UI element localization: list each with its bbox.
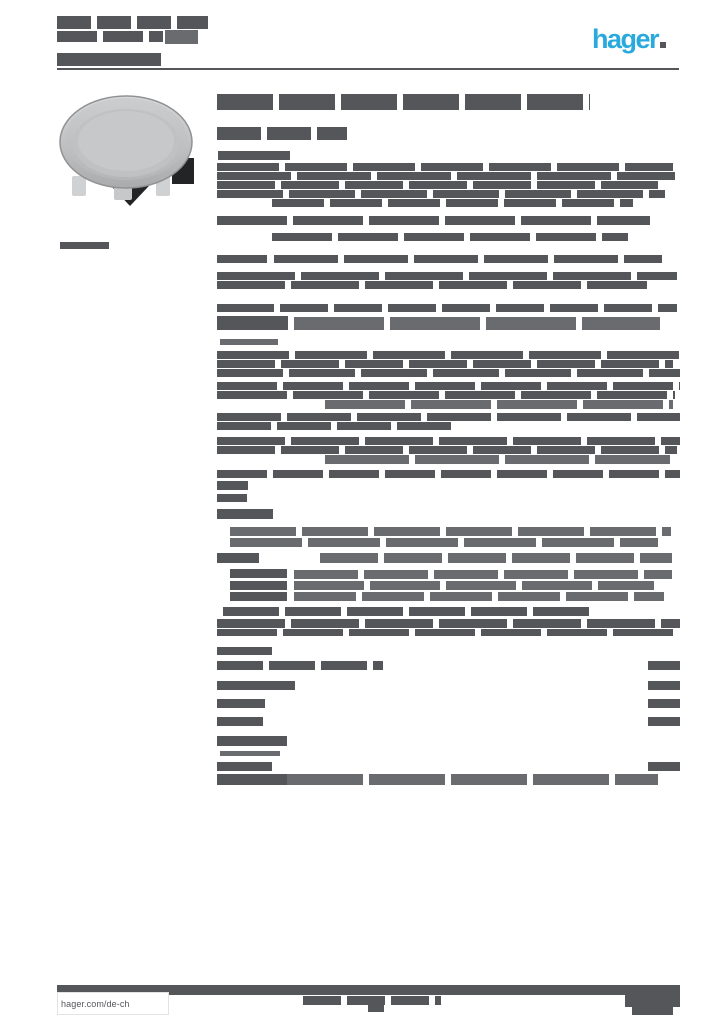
redacted-text-line xyxy=(217,774,287,785)
redacted-text-line xyxy=(217,190,665,198)
plate-dish-center xyxy=(78,111,174,171)
redacted-text-line xyxy=(280,304,677,312)
redacted-text-line xyxy=(217,369,680,377)
redacted-text-line xyxy=(57,16,208,29)
redacted-text-line xyxy=(217,629,677,636)
redacted-text-line xyxy=(217,316,288,330)
redacted-text-line xyxy=(217,413,680,421)
redacted-text-line xyxy=(632,1007,673,1015)
redacted-text-line xyxy=(294,592,664,601)
redacted-text-line xyxy=(217,736,287,746)
redacted-text-line xyxy=(217,647,272,655)
redacted-text-line xyxy=(217,509,273,519)
redacted-text-line xyxy=(648,717,680,726)
redacted-text-line xyxy=(165,30,198,44)
redacted-text-line xyxy=(218,151,290,160)
redacted-text-line xyxy=(217,391,675,399)
redacted-text-line xyxy=(217,281,647,289)
redacted-text-line xyxy=(320,553,672,563)
redacted-text-line xyxy=(220,339,278,345)
redacted-text-line xyxy=(217,470,680,478)
redacted-text-line xyxy=(217,717,263,726)
redacted-text-line xyxy=(294,570,672,579)
redacted-text-line xyxy=(648,661,680,670)
redacted-text-line xyxy=(217,272,677,280)
hager-logo-text: hager xyxy=(592,24,660,54)
redacted-text-line xyxy=(648,681,680,690)
redacted-text-line xyxy=(217,304,274,312)
redacted-text-line xyxy=(57,31,163,42)
redacted-text-line xyxy=(217,94,590,110)
redacted-text-line xyxy=(217,699,265,708)
redacted-text-line xyxy=(217,351,680,359)
redacted-text-line xyxy=(325,400,673,409)
redacted-text-line xyxy=(60,242,109,249)
clip-foot-left xyxy=(72,176,86,196)
redacted-text-line xyxy=(294,581,654,590)
redacted-text-line xyxy=(230,581,287,590)
redacted-text-line xyxy=(223,607,591,616)
redacted-text-line xyxy=(217,661,383,670)
redacted-text-line xyxy=(230,592,287,601)
redacted-text-line xyxy=(217,127,347,140)
redacted-text-line xyxy=(625,995,680,1007)
footer-site-link[interactable]: hager.com/de-ch xyxy=(61,998,130,1009)
logo-dot-icon xyxy=(660,42,667,48)
redacted-text-line xyxy=(217,172,675,180)
redacted-text-line xyxy=(272,233,628,241)
redacted-text-line xyxy=(220,751,280,756)
redacted-text-line xyxy=(325,455,670,464)
redacted-text-line xyxy=(230,527,671,536)
redacted-text-line xyxy=(217,382,680,390)
header-divider xyxy=(57,68,679,70)
redacted-text-line xyxy=(287,774,658,785)
redacted-text-line xyxy=(217,681,295,690)
redacted-text-line xyxy=(217,181,658,189)
redacted-text-line xyxy=(217,437,680,445)
footer-bar xyxy=(57,985,680,995)
redacted-text-line xyxy=(272,199,633,207)
redacted-text-line xyxy=(274,255,662,263)
footer-site-box: hager.com/de-ch xyxy=(57,992,169,1015)
redacted-text-line xyxy=(303,996,441,1005)
redacted-text-line xyxy=(294,317,660,330)
redacted-text-line xyxy=(217,216,650,225)
redacted-text-line xyxy=(217,619,680,628)
redacted-text-line xyxy=(217,494,247,502)
redacted-text-line xyxy=(217,422,455,430)
redacted-text-line xyxy=(57,53,161,66)
redacted-text-line xyxy=(230,569,287,578)
product-photo-round-cover-plate xyxy=(59,95,194,206)
redacted-text-line xyxy=(217,762,272,771)
redacted-text-line xyxy=(217,255,267,263)
redacted-text-line xyxy=(217,360,673,368)
redacted-text-line xyxy=(217,481,248,490)
redacted-text-line xyxy=(230,538,658,547)
redacted-text-line xyxy=(217,553,259,563)
redacted-text-line xyxy=(368,1005,384,1012)
hager-logo: hager xyxy=(592,24,688,58)
redacted-text-line xyxy=(648,762,680,771)
redacted-text-line xyxy=(217,446,677,454)
redacted-text-line xyxy=(648,699,680,708)
redacted-text-line xyxy=(217,163,673,171)
